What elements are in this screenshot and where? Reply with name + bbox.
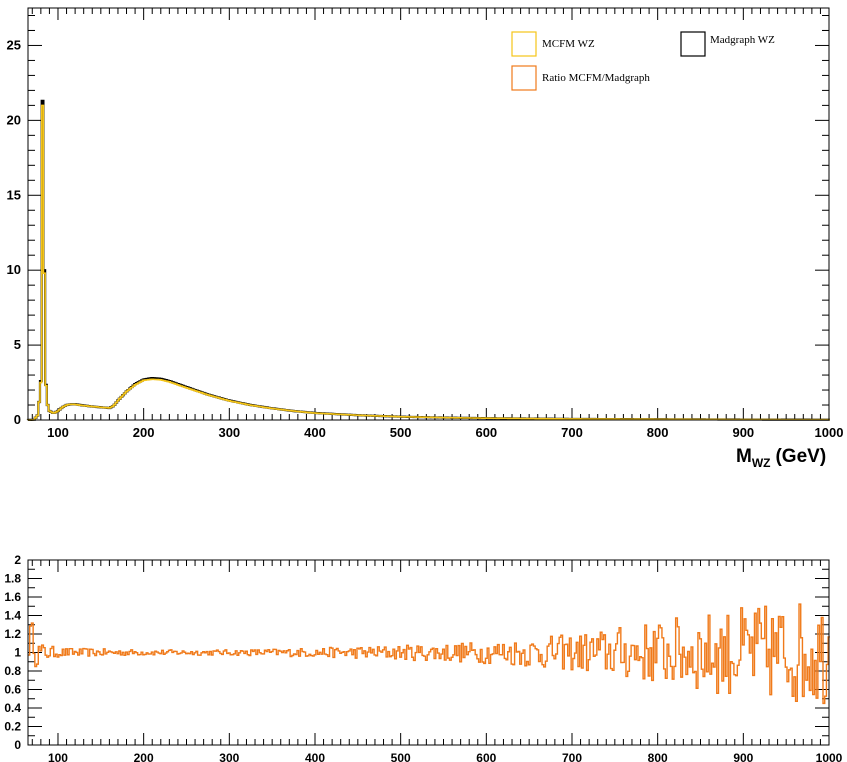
x-tick-label: 200	[133, 425, 155, 440]
legend-label-mcfm: MCFM WZ	[542, 38, 595, 50]
x-tick-label: 600	[476, 751, 496, 762]
y-tick-label: 25	[7, 37, 21, 52]
ratio-series-group	[28, 603, 830, 705]
mcfm-wz-series	[27, 104, 830, 421]
x-tick-label: 800	[648, 751, 668, 762]
ratio-x-tick-labels: 100 200 300 400 500 600 700 800 900 1000	[48, 751, 843, 762]
x-tick-label: 300	[218, 425, 240, 440]
x-tick-label: 400	[305, 751, 325, 762]
legend-swatch-ratio	[511, 65, 537, 91]
ratio-series	[28, 603, 830, 705]
x-tick-label: 500	[391, 751, 411, 762]
x-tick-label: 600	[475, 425, 497, 440]
y-tick-label: 1.8	[4, 572, 21, 586]
y-tick-label: 1	[14, 646, 21, 660]
x-tick-label: 100	[47, 425, 69, 440]
x-tick-label: 200	[134, 751, 154, 762]
x-tick-label: 800	[647, 425, 669, 440]
x-tick-label: 700	[561, 425, 583, 440]
y-tick-label: 0.8	[4, 664, 21, 678]
main-x-tick-labels: 100 200 300 400 500 600 700 800 900 1000	[47, 425, 843, 440]
y-tick-label: 1.6	[4, 590, 21, 604]
y-tick-label: 1.4	[4, 609, 21, 623]
x-axis-title-unit: (GeV)	[775, 446, 826, 467]
legend-entry-ratio: Ratio MCFM/Madgraph	[511, 65, 650, 91]
y-tick-label: 15	[7, 187, 21, 202]
legend-entry-mcfm: MCFM WZ	[511, 31, 595, 57]
x-tick-label: 900	[733, 751, 753, 762]
legend: MCFM WZ Madgraph WZ Ratio MCFM/Madgraph	[511, 31, 775, 91]
y-tick-label: 5	[14, 337, 21, 352]
legend-swatch-madgraph	[680, 31, 706, 57]
x-tick-label: 500	[390, 425, 412, 440]
main-y-tick-labels: 0 5 10 15 20 25	[7, 37, 21, 427]
main-series-group	[26, 99, 830, 422]
x-tick-label: 1000	[815, 425, 844, 440]
y-tick-label: 10	[7, 262, 21, 277]
main-plot-frame	[27, 7, 830, 421]
ratio-plot-panel: 100 200 300 400 500 600 700 800 900 1000 00.20.40…	[4, 553, 842, 762]
x-axis-title-main: M	[736, 446, 752, 467]
x-tick-label: 700	[562, 751, 582, 762]
y-tick-label: 0	[14, 412, 21, 427]
x-tick-label: 100	[48, 751, 68, 762]
x-tick-label: 900	[732, 425, 754, 440]
x-tick-label: 1000	[816, 751, 843, 762]
ratio-y-tick-labels: 0 0.2 0.4 0.6 0.8 1 1.2 1.4 1.6 1.8 2	[4, 553, 21, 752]
main-plot-panel: 100 200 300 400 500 600 700 800 900 1000 0 5 10 15 20…	[7, 7, 843, 470]
x-axis-title: MWZ (GeV)	[736, 446, 826, 470]
x-tick-label: 400	[304, 425, 326, 440]
ratio-plot-frame	[27, 559, 830, 746]
y-tick-label: 0	[14, 738, 21, 752]
y-tick-label: 0.4	[4, 701, 21, 715]
legend-label-ratio: Ratio MCFM/Madgraph	[542, 72, 650, 84]
legend-label-madgraph: Madgraph WZ	[710, 34, 775, 46]
legend-swatch-mcfm	[511, 31, 537, 57]
y-tick-label: 0.6	[4, 683, 21, 697]
y-tick-label: 20	[7, 112, 21, 127]
y-tick-label: 0.2	[4, 720, 21, 734]
y-tick-label: 1.2	[4, 627, 21, 641]
y-tick-label: 2	[14, 553, 21, 567]
x-axis-title-subscript: WZ	[752, 456, 771, 470]
legend-entry-madgraph: Madgraph WZ	[680, 31, 775, 57]
x-tick-label: 300	[219, 751, 239, 762]
